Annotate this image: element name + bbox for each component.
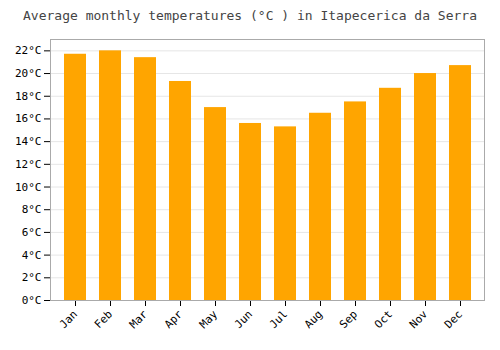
svg-text:16°C: 16°C xyxy=(15,112,42,125)
svg-text:Oct: Oct xyxy=(372,308,395,331)
svg-text:0°C: 0°C xyxy=(22,294,42,307)
svg-text:2°C: 2°C xyxy=(22,271,42,284)
svg-text:10°C: 10°C xyxy=(15,181,42,194)
svg-text:Jan: Jan xyxy=(57,308,80,331)
svg-text:6°C: 6°C xyxy=(22,226,42,239)
svg-text:22°C: 22°C xyxy=(15,44,42,57)
svg-text:Feb: Feb xyxy=(92,308,115,331)
svg-text:Nov: Nov xyxy=(407,307,431,331)
svg-text:14°C: 14°C xyxy=(15,135,42,148)
svg-text:18°C: 18°C xyxy=(15,90,42,103)
svg-text:20°C: 20°C xyxy=(15,67,42,80)
svg-text:4°C: 4°C xyxy=(22,249,42,262)
svg-text:Jun: Jun xyxy=(232,308,255,331)
svg-text:8°C: 8°C xyxy=(22,203,42,216)
svg-text:12°C: 12°C xyxy=(15,158,42,171)
svg-text:Mar: Mar xyxy=(127,307,151,331)
svg-text:Dec: Dec xyxy=(442,308,465,331)
svg-text:Apr: Apr xyxy=(162,307,186,331)
html-text:Average monthly temperatures (: Average monthly temperatures (°C ) in It… xyxy=(23,8,477,23)
svg-text:May: May xyxy=(197,307,221,331)
svg-text:Jul: Jul xyxy=(267,308,290,331)
svg-text:Aug: Aug xyxy=(302,308,325,331)
svg-text:Sep: Sep xyxy=(337,308,360,331)
